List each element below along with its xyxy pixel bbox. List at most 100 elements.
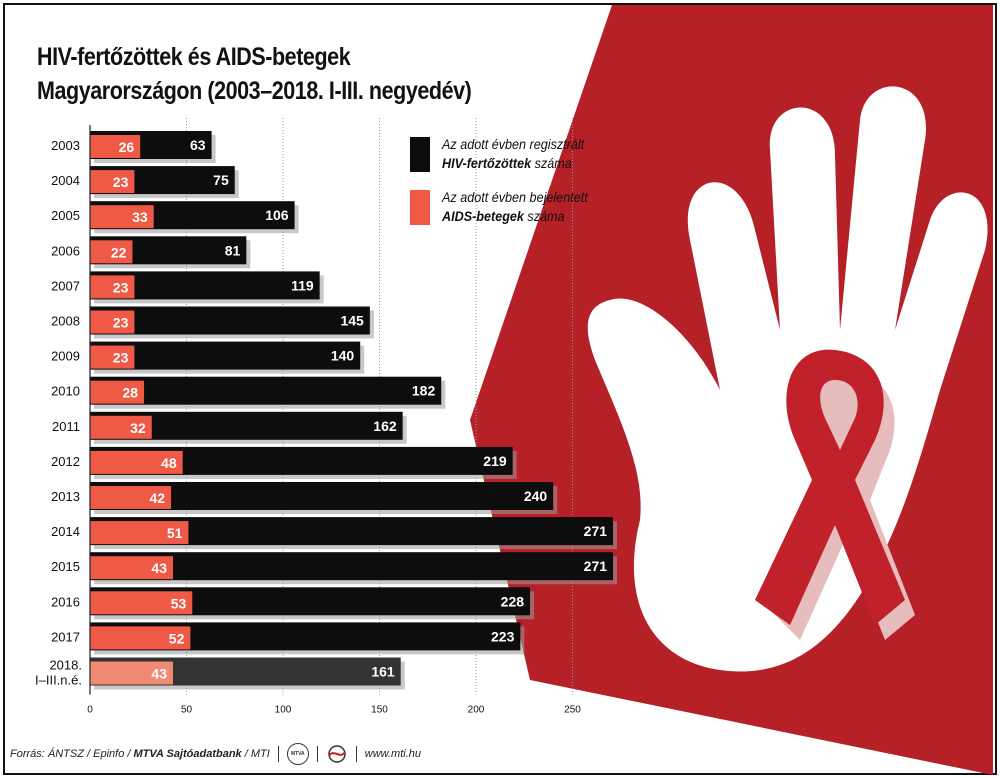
legend-swatch-hiv [410, 137, 430, 172]
category-label: 2013 [51, 489, 80, 504]
category-label: 2014 [51, 524, 80, 539]
chart-title: HIV-fertőzöttek és AIDS-betegek Magyaror… [37, 40, 472, 108]
data-label-hiv: 145 [340, 313, 364, 329]
bar-hiv [90, 306, 370, 335]
red-ribbon-icon [755, 349, 905, 625]
data-label-aids: 23 [113, 279, 129, 295]
title-line-2: Magyarországon (2003–2018. I-III. negyed… [37, 77, 472, 105]
title-line-1: HIV-fertőzöttek és AIDS-betegek [37, 43, 351, 71]
data-label-hiv: 161 [371, 664, 395, 680]
data-label-hiv: 240 [524, 488, 548, 504]
legend-text-aids: Az adott évben bejelentett AIDS-betegek … [442, 188, 588, 226]
source-prefix: Forrás: ÁNTSZ / Epinfo / [10, 748, 134, 760]
data-label-aids: 23 [113, 315, 129, 331]
category-label: 2003 [51, 138, 80, 153]
data-label-hiv: 106 [265, 207, 289, 223]
category-label: 2017 [51, 629, 80, 644]
legend-aids-bold: AIDS-betegek [442, 208, 524, 224]
bar-hiv [90, 552, 614, 581]
source-suffix: / MTI [241, 748, 270, 760]
category-label: 2015 [51, 559, 80, 574]
legend-aids-rest: száma [523, 208, 565, 224]
bar-aids [90, 591, 193, 615]
x-tick-label: 250 [564, 705, 581, 716]
footer: Forrás: ÁNTSZ / Epinfo / MTVA Sajtóadatb… [10, 743, 422, 765]
data-label-hiv: 223 [491, 628, 515, 644]
bar-aids [90, 170, 135, 194]
data-label-aids: 53 [171, 595, 187, 611]
source-text: Forrás: ÁNTSZ / Epinfo / MTVA Sajtóadatb… [10, 748, 270, 760]
category-label: 2004 [51, 173, 80, 188]
legend-aids-line1: Az adott évben bejelentett [442, 189, 588, 205]
source-bold: MTVA Sajtóadatbank [133, 748, 242, 760]
data-label-aids: 23 [113, 350, 129, 366]
bar-hiv [90, 376, 442, 405]
data-label-hiv: 81 [225, 242, 241, 258]
category-label: 2006 [51, 243, 80, 258]
bar-aids [90, 380, 145, 404]
category-label: 2016 [51, 594, 80, 609]
x-tick-label: 0 [87, 705, 93, 716]
legend-swatch-aids [410, 190, 430, 225]
x-axis: 2003 2004 2005 2006 2007 2008 2009 2010 2011 2012… [35, 125, 581, 716]
data-label-aids: 48 [161, 455, 177, 471]
bar-aids [90, 626, 191, 650]
data-label-hiv: 182 [412, 383, 436, 399]
x-tick-label: 150 [371, 705, 388, 716]
x-tick-label: 50 [181, 705, 193, 716]
legend-text-hiv: Az adott évben regisztrált HIV-fertőzött… [442, 135, 584, 173]
category-label: 2008 [51, 314, 80, 329]
footer-divider [316, 746, 318, 762]
bar-hiv [90, 341, 361, 370]
data-label-aids: 32 [130, 420, 146, 436]
footer-divider [355, 746, 357, 762]
website-link[interactable]: www.mti.hu [364, 748, 422, 760]
category-label: 2018. [49, 658, 82, 673]
data-label-aids: 23 [113, 174, 129, 190]
data-label-aids: 28 [122, 385, 138, 401]
data-label-hiv: 228 [501, 593, 525, 609]
category-label: 2005 [51, 208, 80, 223]
bar-aids [90, 205, 154, 229]
data-label-hiv: 219 [483, 453, 507, 469]
legend-hiv-rest: száma [531, 155, 572, 171]
data-label-hiv: 75 [213, 172, 229, 188]
hand-illustration [470, 5, 993, 775]
footer-divider [277, 746, 279, 762]
bar-aids [90, 275, 135, 299]
legend-hiv-bold: HIV-fertőzöttek [442, 155, 532, 171]
data-label-aids: 51 [167, 525, 183, 541]
data-label-aids: 22 [111, 244, 127, 260]
data-label-hiv: 63 [190, 137, 206, 153]
bar-aids [90, 345, 135, 369]
category-label: 2007 [51, 278, 80, 293]
data-label-hiv: 271 [584, 558, 608, 574]
data-label-aids: 26 [119, 139, 135, 155]
bars: 63 26 75 23 106 33 81 22 119 23 145 23 140 23 182 28 162… [90, 131, 618, 690]
category-label: I–III.n.é. [35, 673, 82, 688]
mti-logo-icon [326, 744, 348, 764]
bar-aids [90, 240, 133, 264]
data-label-aids: 33 [132, 209, 148, 225]
data-label-hiv: 140 [331, 348, 355, 364]
bar-aids [90, 310, 135, 334]
bar-aids [90, 135, 141, 158]
data-label-hiv: 271 [584, 523, 608, 539]
hand-icon [587, 86, 988, 672]
data-label-aids: 42 [149, 490, 165, 506]
x-tick-label: 100 [275, 705, 292, 716]
x-tick-label: 200 [468, 705, 485, 716]
bar-aids [90, 661, 173, 685]
category-label: 2009 [51, 349, 80, 364]
bar-aids [90, 415, 152, 439]
mtva-logo-icon: MTVA [286, 743, 309, 765]
data-label-hiv: 119 [291, 277, 314, 293]
data-label-aids: 52 [169, 630, 185, 646]
bar-aids [90, 521, 189, 545]
legend-hiv-line1: Az adott évben regisztrált [442, 136, 585, 152]
category-label: 2012 [51, 454, 80, 469]
data-label-hiv: 162 [373, 418, 397, 434]
data-label-aids: 43 [151, 666, 167, 682]
bar-aids [90, 486, 172, 509]
